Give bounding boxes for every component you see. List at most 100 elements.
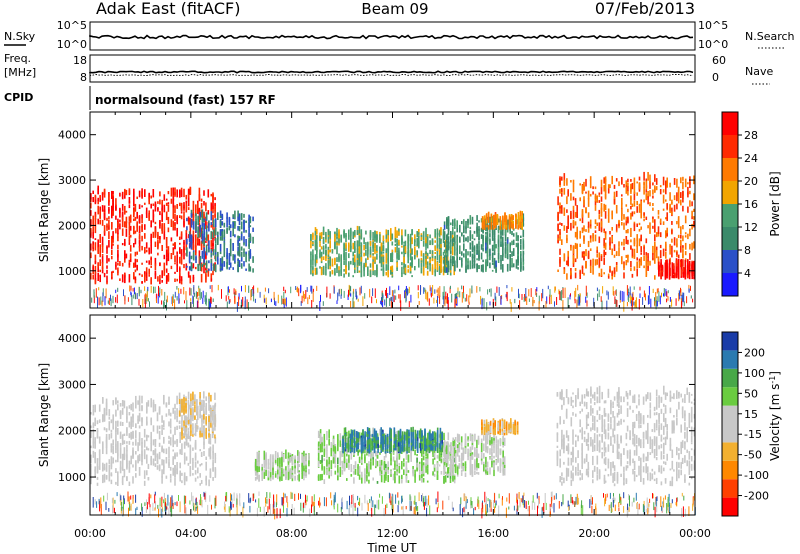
power-cell [343, 269, 345, 272]
power-cell [94, 214, 97, 220]
power-cell [607, 188, 610, 194]
power-cell [502, 218, 504, 223]
power-speckle [197, 292, 199, 297]
power-cell [243, 242, 245, 246]
power-cell [522, 229, 525, 238]
power-speckle [155, 293, 157, 302]
power-cell [563, 269, 566, 274]
power-cell [121, 274, 124, 283]
power-cell [212, 200, 214, 210]
velocity-cell [90, 429, 92, 438]
velocity-cell [192, 457, 194, 463]
power-cell [592, 191, 594, 195]
power-cell [401, 266, 403, 275]
power-cell [497, 238, 500, 247]
power-cell [338, 270, 340, 277]
power-cell [483, 221, 486, 230]
power-cell [431, 241, 434, 245]
power-cell [124, 256, 126, 260]
power-cell [403, 265, 405, 275]
power-speckle [190, 288, 192, 296]
power-cell [150, 245, 152, 254]
power-cell [97, 266, 99, 273]
power-cell [141, 262, 143, 265]
power-cell [219, 243, 222, 252]
power-speckle [353, 288, 355, 294]
power-cell [436, 233, 439, 240]
nsearch-tick-top: 10^5 [698, 19, 728, 32]
power-cell [440, 244, 442, 248]
power-cell [210, 231, 213, 240]
power-cell [111, 256, 113, 260]
power-cell [574, 268, 577, 272]
power-cell [356, 251, 359, 259]
velocity-cell [119, 403, 122, 407]
velocity-cell [201, 414, 203, 417]
velocity-cell [115, 443, 117, 450]
power-speckle [360, 285, 362, 294]
power-cell [134, 251, 137, 257]
power-cell [245, 220, 247, 223]
power-cell [150, 203, 152, 209]
power-speckle [227, 286, 229, 293]
power-cell [515, 219, 517, 229]
power-cell [119, 261, 121, 266]
power-cell [447, 219, 450, 227]
power-cell [136, 223, 138, 232]
power-cell [589, 235, 592, 239]
power-cell [161, 207, 163, 211]
power-cell [159, 262, 161, 267]
velocity-cell [176, 425, 178, 430]
velocity-cell [92, 454, 95, 458]
power-cell [675, 266, 678, 271]
power-cell [570, 272, 572, 279]
power-cell [212, 237, 214, 246]
velocity-cell [161, 469, 163, 478]
velocity-cell [126, 444, 128, 452]
power-cell [581, 184, 584, 193]
power-speckle [270, 298, 272, 303]
power-speckle [437, 293, 439, 298]
power-cell [316, 247, 318, 252]
power-cell [179, 275, 181, 284]
velocity-cell [141, 417, 143, 423]
power-cell [598, 272, 601, 277]
power-cell [579, 270, 581, 279]
power-cell [121, 228, 124, 236]
power-speckle [337, 292, 339, 301]
power-cell [682, 181, 684, 190]
power-cell [205, 276, 207, 283]
power-cell [210, 203, 213, 210]
power-cell [124, 221, 126, 227]
power-cell [567, 259, 569, 267]
power-cell [589, 248, 592, 251]
power-cell [638, 176, 641, 181]
velocity-cell [146, 470, 148, 476]
power-cell [117, 249, 119, 256]
power-cell [325, 243, 327, 249]
power-cell [391, 233, 394, 240]
power-speckle [626, 285, 628, 296]
power-speckle [210, 299, 212, 308]
velocity-cell [323, 479, 326, 484]
power-cell [454, 235, 456, 238]
power-cell [365, 263, 367, 265]
power-speckle [669, 297, 671, 302]
power-cell [97, 262, 99, 268]
power-cell [125, 229, 128, 237]
power-speckle [282, 298, 284, 304]
power-cell [449, 246, 452, 255]
power-cell [566, 226, 568, 233]
power-speckle [523, 296, 525, 302]
power-cell [157, 207, 159, 210]
power-cell [662, 248, 665, 257]
power-cell [671, 248, 673, 258]
power-cell [108, 258, 110, 262]
power-cell [676, 251, 678, 255]
power-cell [245, 229, 247, 233]
power-cell [633, 248, 636, 258]
power-cell [666, 271, 668, 279]
velocity-cell [172, 407, 174, 414]
power-speckle [596, 287, 598, 292]
